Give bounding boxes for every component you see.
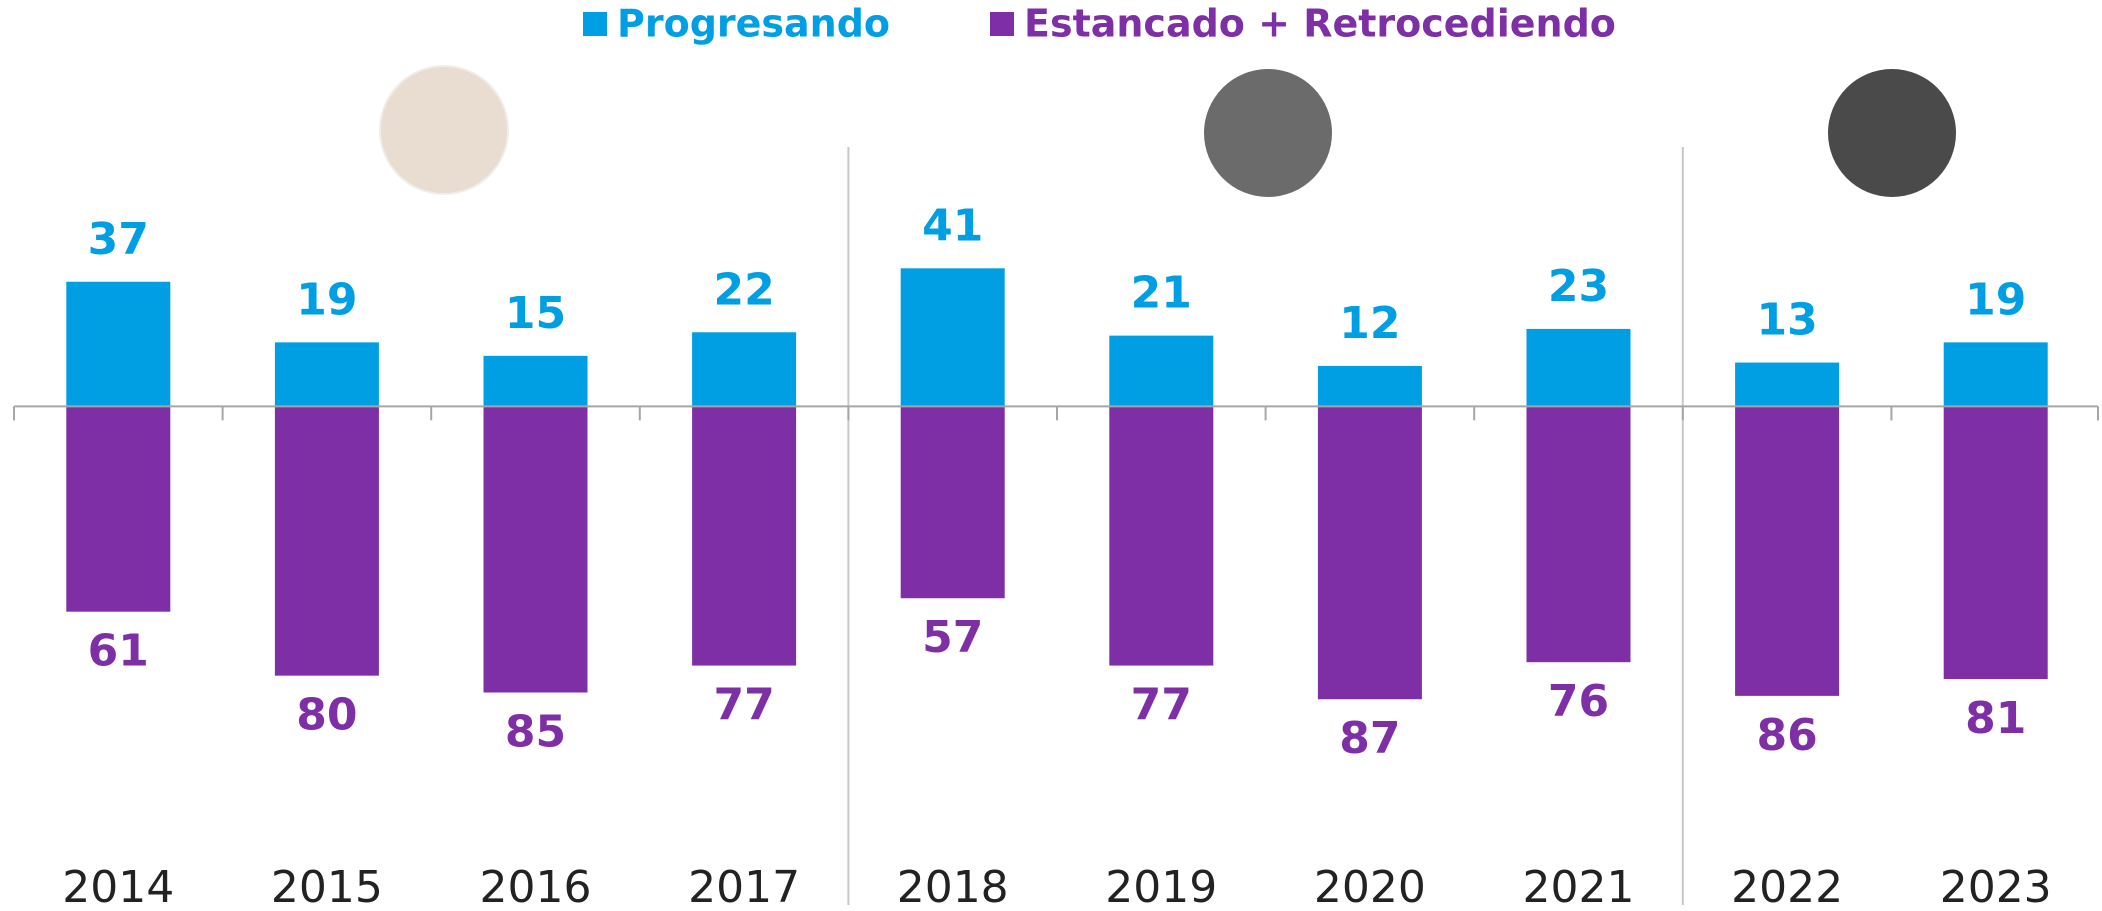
bar — [1317, 406, 1422, 700]
x-tick-label: 2023 — [1940, 862, 2052, 911]
bar — [66, 406, 171, 612]
bar — [274, 342, 379, 407]
x-tick-label: 2020 — [1314, 862, 1426, 911]
value-label: 15 — [505, 288, 566, 339]
bar — [483, 355, 588, 407]
value-label: 13 — [1756, 295, 1817, 346]
legend-swatch — [990, 12, 1014, 36]
x-tick-label: 2016 — [480, 862, 592, 911]
bar — [1735, 362, 1840, 407]
bar — [1317, 365, 1422, 407]
value-label: 77 — [1131, 680, 1192, 731]
x-tick-label: 2022 — [1731, 862, 1843, 911]
bar — [1735, 406, 1840, 696]
value-label: 87 — [1339, 713, 1400, 764]
bar — [1526, 406, 1631, 663]
x-tick-label: 2014 — [62, 862, 174, 911]
legend-swatch — [583, 12, 607, 36]
bar — [66, 281, 171, 407]
value-label: 19 — [1965, 274, 2026, 325]
value-label: 57 — [922, 612, 983, 663]
x-tick-label: 2018 — [897, 862, 1009, 911]
bar — [1109, 335, 1214, 407]
value-label: 12 — [1339, 298, 1400, 349]
bar — [274, 406, 379, 676]
value-label: 22 — [713, 264, 774, 315]
portraits — [379, 65, 1956, 197]
bar — [483, 406, 588, 693]
portrait — [1828, 69, 1956, 197]
value-label: 86 — [1756, 710, 1817, 761]
legend-label: Estancado + Retrocediendo — [1024, 2, 1616, 46]
bar — [692, 332, 797, 407]
value-label: 23 — [1548, 261, 1609, 312]
legend-label: Progresando — [617, 2, 890, 46]
bar — [1526, 328, 1631, 407]
portrait — [379, 65, 509, 195]
value-label: 41 — [922, 200, 983, 251]
bar — [1943, 406, 2048, 680]
value-label: 61 — [88, 626, 149, 677]
value-label: 19 — [296, 274, 357, 325]
x-tick-label: 2017 — [688, 862, 800, 911]
x-tick-label: 2021 — [1523, 862, 1635, 911]
value-label: 85 — [505, 707, 566, 758]
bar — [900, 406, 1005, 599]
value-label: 81 — [1965, 693, 2026, 744]
x-tick-label: 2015 — [271, 862, 383, 911]
bar — [1109, 406, 1214, 666]
portrait — [1204, 69, 1332, 197]
bar — [692, 406, 797, 666]
value-label: 77 — [713, 680, 774, 731]
value-label: 80 — [296, 690, 357, 741]
x-tick-label: 2019 — [1105, 862, 1217, 911]
value-label: 21 — [1131, 268, 1192, 319]
value-label: 76 — [1548, 676, 1609, 727]
bar — [1943, 342, 2048, 407]
bar — [900, 268, 1005, 407]
value-label: 37 — [88, 214, 149, 265]
